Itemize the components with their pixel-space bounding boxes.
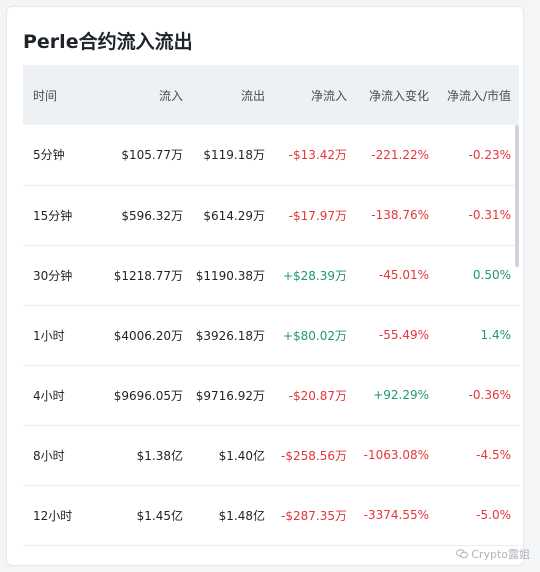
cell-net-change: -3374.55% <box>363 508 429 522</box>
cell-net: -$17.97万 <box>288 208 347 223</box>
cell-inflow: $4006.20万 <box>113 328 183 343</box>
cell-net-mcap: 0.50% <box>472 268 511 282</box>
page-title: Perle合约流入流出 <box>23 31 193 53</box>
col-header-time: 时间 <box>33 88 58 103</box>
cell-outflow: $1.40亿 <box>218 448 265 463</box>
cell-net-mcap: -0.36% <box>468 388 511 402</box>
table-row: 1小时 $4006.20万 $3926.18万 +$80.02万 -55.49%… <box>23 305 519 365</box>
table-row: 30分钟 $1218.77万 $1190.38万 +$28.39万 -45.01… <box>23 245 519 305</box>
flow-table: 时间 流入 流出 净流入 净流入变化 净流入/市值 5分钟 $105.77万 $… <box>23 65 519 546</box>
table-row: 4小时 $9696.05万 $9716.92万 -$20.87万 +92.29%… <box>23 365 519 425</box>
cell-outflow: $1190.38万 <box>195 268 265 283</box>
flow-table-container[interactable]: 时间 流入 流出 净流入 净流入变化 净流入/市值 5分钟 $105.77万 $… <box>23 65 519 547</box>
cell-outflow: $119.18万 <box>203 148 265 163</box>
cell-net-change: -221.22% <box>371 147 429 162</box>
cell-time: 1小时 <box>33 328 65 343</box>
cell-net-mcap: -0.31% <box>468 208 511 222</box>
watermark-text: Crypto露姐 <box>471 548 530 561</box>
col-header-net: 净流入 <box>310 88 347 103</box>
table-header-row: 时间 流入 流出 净流入 净流入变化 净流入/市值 <box>23 65 519 125</box>
cell-net: -$287.35万 <box>281 508 347 523</box>
cell-net-mcap: 1.4% <box>480 328 512 342</box>
cell-net-change: -45.01% <box>378 268 429 282</box>
flow-card: Perle合约流入流出 时间 流入 流出 净流入 净流入变化 净流入/市值 <box>6 6 524 566</box>
wechat-icon <box>456 549 469 559</box>
cell-time: 15分钟 <box>33 208 73 223</box>
cell-inflow: $9696.05万 <box>113 388 183 403</box>
col-header-net-mcap: 净流入/市值 <box>446 88 511 103</box>
cell-net-change: -1063.08% <box>363 448 429 462</box>
cell-net: -$258.56万 <box>281 448 347 463</box>
cell-inflow: $105.77万 <box>121 148 183 163</box>
cell-net: +$80.02万 <box>282 328 347 343</box>
cell-net-change: -138.76% <box>371 208 429 222</box>
cell-net: -$20.87万 <box>288 388 347 403</box>
cell-time: 30分钟 <box>33 268 73 283</box>
cell-net: +$28.39万 <box>282 268 347 283</box>
table-row: 8小时 $1.38亿 $1.40亿 -$258.56万 -1063.08% -4… <box>23 425 519 485</box>
cell-net-mcap: -4.5% <box>476 448 511 462</box>
col-header-net-change: 净流入变化 <box>368 88 429 103</box>
cell-net: -$13.42万 <box>288 148 347 163</box>
cell-outflow: $614.29万 <box>203 208 265 223</box>
cell-inflow: $1.38亿 <box>136 448 183 463</box>
cell-outflow: $3926.18万 <box>195 328 265 343</box>
cell-time: 5分钟 <box>33 148 65 163</box>
cell-net-mcap: -0.23% <box>468 147 511 162</box>
cell-outflow: $1.48亿 <box>218 508 265 523</box>
col-header-outflow: 流出 <box>240 88 265 103</box>
table-row: 12小时 $1.45亿 $1.48亿 -$287.35万 -3374.55% -… <box>23 485 519 545</box>
cell-time: 8小时 <box>33 448 65 463</box>
cell-time: 12小时 <box>33 508 73 523</box>
cell-net-change: -55.49% <box>378 328 429 342</box>
cell-net-mcap: -5.0% <box>476 508 511 522</box>
cell-time: 4小时 <box>33 388 65 403</box>
cell-inflow: $596.32万 <box>121 208 183 223</box>
table-scrollbar[interactable] <box>515 125 519 267</box>
table-row: 5分钟 $105.77万 $119.18万 -$13.42万 -221.22% … <box>23 125 519 185</box>
watermark: Crypto露姐 <box>456 546 530 562</box>
cell-inflow: $1218.77万 <box>113 268 183 283</box>
cell-inflow: $1.45亿 <box>136 508 183 523</box>
cell-outflow: $9716.92万 <box>195 388 265 403</box>
col-header-inflow: 流入 <box>158 88 183 103</box>
table-row: 15分钟 $596.32万 $614.29万 -$17.97万 -138.76%… <box>23 185 519 245</box>
cell-net-change: +92.29% <box>373 388 429 402</box>
